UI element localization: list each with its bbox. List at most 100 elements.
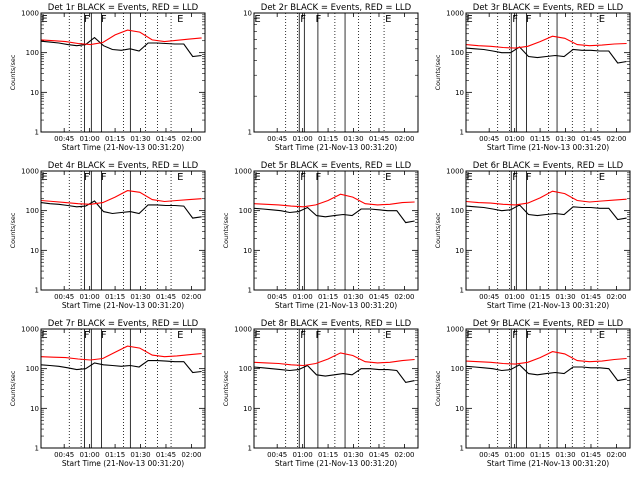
x-tick-label: 01:30 [130,293,150,301]
x-tick-label: 01:15 [530,135,550,143]
interval-marker-label: F [512,330,518,341]
y-tick-label: 1000 [446,10,464,18]
events-series-line [40,200,202,219]
x-tick-label: 00:45 [54,135,74,143]
y-tick-label: 100 [239,365,252,373]
y-axis-label: Counts/sec [9,370,17,406]
x-tick-label: 01:30 [555,135,575,143]
x-tick-label: 02:00 [181,135,201,143]
interval-marker-label: E [41,330,47,341]
x-axis-label: Start Time (21-Nov-13 00:31:20) [62,143,184,152]
x-tick-label: 01:15 [318,451,338,459]
plot-frame [253,12,419,133]
x-tick-label: 01:30 [343,293,363,301]
x-tick-label: 01:45 [369,293,389,301]
x-tick-label: 02:00 [181,293,201,301]
y-tick-label: 10 [30,405,39,413]
x-tick-label: 01:45 [369,451,389,459]
x-tick-label: 01:30 [343,451,363,459]
y-axis-label: Counts/sec [9,54,17,90]
interval-marker-label: E [385,330,391,341]
y-axis-label: Counts/sec [222,212,230,248]
interval-marker-label: F [512,172,518,183]
interval-marker-label: F [316,172,322,183]
x-tick-label: 01:30 [555,293,575,301]
interval-marker-label: E [177,172,183,183]
panel-title: Det 7r BLACK = Events, RED = LLD [48,319,199,329]
x-axis-label: Start Time (21-Nov-13 00:31:20) [62,459,184,468]
y-tick-label: 100 [451,365,464,373]
x-tick-label: 01:00 [80,293,100,301]
y-tick-label: 1000 [234,168,252,176]
plot-frame [40,170,206,291]
y-axis-label: Counts/sec [434,212,442,248]
x-tick-label: 01:15 [530,451,550,459]
interval-marker-label: E [599,14,605,25]
interval-marker-label: E [41,14,47,25]
x-tick-label: 00:45 [479,293,499,301]
x-tick-label: 02:00 [394,135,414,143]
events-series-line [40,36,202,58]
panel-title: Det 9r BLACK = Events, RED = LLD [473,319,624,329]
y-tick-label: 1000 [446,326,464,334]
interval-marker-label: E [599,330,605,341]
y-tick-label: 1 [460,445,464,453]
lld-series-line [465,351,627,365]
y-tick-label: 10 [455,405,464,413]
x-axis-label: Start Time (21-Nov-13 00:31:20) [62,301,184,310]
y-axis-label: Counts/sec [434,54,442,90]
y-tick-label: 1000 [21,10,39,18]
x-tick-label: 01:30 [130,451,150,459]
interval-marker-label: F [300,172,306,183]
x-tick-label: 00:45 [267,135,287,143]
interval-marker-label: F [316,14,322,25]
interval-marker-label: E [385,14,391,25]
x-axis-label: Start Time (21-Nov-13 00:31:20) [487,143,609,152]
x-tick-label: 01:30 [130,135,150,143]
lld-series-line [40,345,202,361]
y-tick-label: 1 [248,445,252,453]
x-tick-label: 00:45 [479,135,499,143]
lld-series-line [40,29,202,46]
y-tick-label: 1 [35,287,39,295]
y-tick-label: 10 [243,405,252,413]
y-tick-label: 10 [243,247,252,255]
x-tick-label: 01:30 [555,451,575,459]
x-tick-label: 01:00 [80,135,100,143]
interval-marker-label: F [101,14,107,25]
y-axis-label: Counts/sec [434,370,442,406]
x-tick-label: 01:45 [369,135,389,143]
y-tick-label: 10 [243,10,252,18]
x-tick-label: 01:15 [105,451,125,459]
panel-title: Det 1r BLACK = Events, RED = LLD [48,3,199,13]
x-tick-label: 01:15 [105,135,125,143]
y-tick-label: 1 [35,129,39,137]
lld-series-line [40,190,202,205]
interval-marker-label: E [254,172,260,183]
lld-series-line [253,193,415,208]
x-tick-label: 01:00 [293,135,313,143]
interval-marker-label: F [526,14,532,25]
x-tick-label: 01:15 [530,293,550,301]
panel-title: Det 4r BLACK = Events, RED = LLD [48,161,199,171]
y-tick-label: 1000 [21,326,39,334]
interval-marker-label: E [177,14,183,25]
interval-marker-label: E [254,330,260,341]
x-tick-label: 01:30 [343,135,363,143]
y-tick-label: 1 [460,287,464,295]
interval-marker-label: F [316,330,322,341]
x-tick-label: 01:45 [156,451,176,459]
y-tick-label: 100 [451,49,464,57]
panel-title: Det 5r BLACK = Events, RED = LLD [261,161,412,171]
panel-title: Det 8r BLACK = Events, RED = LLD [261,319,412,329]
interval-marker-label: E [385,172,391,183]
panel-title: Det 6r BLACK = Events, RED = LLD [473,161,624,171]
y-tick-label: 1 [460,129,464,137]
y-tick-label: 1000 [446,168,464,176]
interval-marker-label: E [466,172,472,183]
